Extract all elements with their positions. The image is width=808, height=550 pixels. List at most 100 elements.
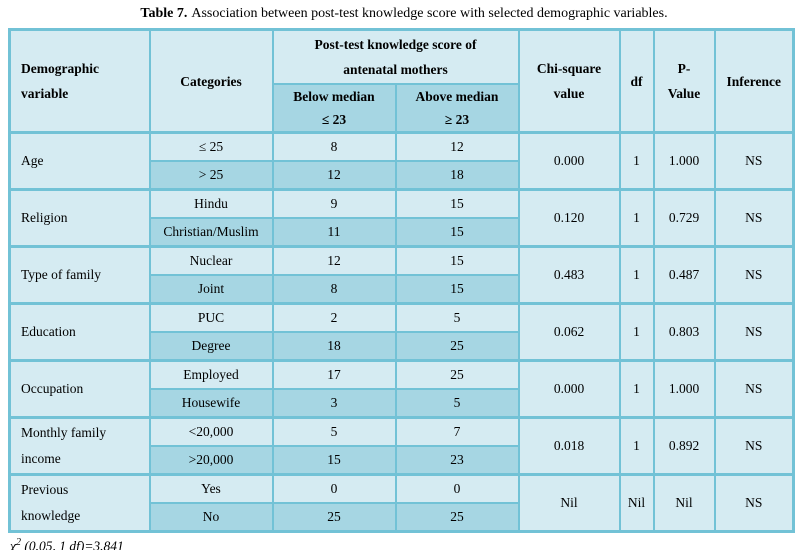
cell-category: No: [148, 502, 274, 533]
cell-above-median: 12: [394, 131, 520, 162]
cell-above-median: 15: [394, 245, 520, 276]
cell-df: 1: [618, 416, 655, 476]
cell-below-median: 12: [271, 160, 397, 191]
table-row: Monthly family income <20,000 5 7 0.018 …: [8, 416, 795, 476]
chi-exponent: 2: [15, 537, 21, 548]
cell-p-value: 0.729: [652, 188, 716, 248]
cell-category: Christian/Muslim: [148, 217, 274, 248]
cell-above-median: 5: [394, 388, 520, 419]
cell-inference: NS: [713, 245, 795, 305]
cell-chi-square: 0.062: [517, 302, 621, 362]
cell-below-median: 8: [271, 274, 397, 305]
table-caption-text: Association between post-test knowledge …: [191, 6, 668, 21]
variable-line: Monthly family: [21, 425, 107, 440]
cell-below-median: 8: [271, 131, 397, 162]
header-line: ≤ 23: [321, 112, 347, 127]
cell-below-median: 15: [271, 445, 397, 476]
cell-variable-occupation: Occupation: [8, 359, 151, 419]
cell-above-median: 15: [394, 188, 520, 219]
cell-p-value: 0.487: [652, 245, 716, 305]
cell-below-median: 17: [271, 359, 397, 390]
cell-above-median: 7: [394, 416, 520, 447]
cell-below-median: 5: [271, 416, 397, 447]
cell-df: 1: [618, 359, 655, 419]
cell-p-value: 0.803: [652, 302, 716, 362]
cell-chi-square: 0.120: [517, 188, 621, 248]
cell-below-median: 12: [271, 245, 397, 276]
cell-above-median: 18: [394, 160, 520, 191]
table-row: Occupation Employed 17 25 0.000 1 1.000 …: [8, 359, 795, 419]
cell-chi-square: 0.000: [517, 359, 621, 419]
header-line: Value: [667, 86, 701, 101]
cell-inference: NS: [713, 473, 795, 533]
cell-chi-square: 0.018: [517, 416, 621, 476]
cell-inference: NS: [713, 188, 795, 248]
header-line: Below median: [293, 89, 375, 104]
cell-above-median: 15: [394, 217, 520, 248]
table-row: Christian/Muslim 11 15: [10, 217, 794, 248]
cell-category: Degree: [148, 331, 274, 362]
header-p-value: P- Value: [652, 28, 716, 134]
cell-inference: NS: [713, 359, 795, 419]
cell-above-median: 15: [394, 274, 520, 305]
variable-line: income: [21, 451, 61, 466]
header-line: variable: [21, 86, 69, 101]
header-df: df: [618, 28, 655, 134]
cell-category: Joint: [148, 274, 274, 305]
header-above-median: Above median ≥ 23: [394, 83, 520, 134]
cell-below-median: 9: [271, 188, 397, 219]
cell-above-median: 25: [394, 331, 520, 362]
cell-below-median: 2: [271, 302, 397, 333]
cell-category: Nuclear: [148, 245, 274, 276]
variable-line: Education: [21, 324, 76, 339]
table-row: Age ≤ 25 8 12 0.000 1 1.000 NS: [8, 131, 795, 191]
footnote-text: (0.05, 1 df)=3.841: [20, 538, 124, 550]
cell-category: Hindu: [148, 188, 274, 219]
cell-p-value: 0.892: [652, 416, 716, 476]
cell-p-value: 1.000: [652, 131, 716, 191]
cell-variable-monthly-family-income: Monthly family income: [8, 416, 151, 476]
header-line: Categories: [180, 73, 242, 89]
cell-variable-education: Education: [8, 302, 151, 362]
header-inference: Inference: [713, 28, 795, 134]
header-line: ≥ 23: [444, 112, 470, 127]
cell-inference: NS: [713, 131, 795, 191]
cell-category: Yes: [148, 473, 274, 504]
cell-category: Employed: [148, 359, 274, 390]
cell-variable-previous-knowledge: Previous knowledge: [8, 473, 151, 533]
variable-line: Age: [21, 153, 44, 168]
cell-inference: NS: [713, 416, 795, 476]
cell-variable-religion: Religion: [8, 188, 151, 248]
cell-chi-square: 0.000: [517, 131, 621, 191]
header-posttest-score-group: Post-test knowledge score of antenatal m…: [271, 28, 520, 85]
header-line: Chi-square: [536, 61, 602, 76]
variable-line: knowledge: [21, 508, 81, 523]
header-line: Inference: [726, 73, 781, 89]
cell-category: ≤ 25: [148, 131, 274, 162]
cell-df: Nil: [618, 473, 655, 533]
cell-p-value: Nil: [652, 473, 716, 533]
cell-df: 1: [618, 302, 655, 362]
header-line: value: [553, 86, 585, 101]
chi-symbol: χ: [10, 538, 16, 550]
table-row: Religion Hindu 9 15 0.120 1 0.729 NS: [8, 188, 795, 248]
variable-line: Previous: [21, 482, 69, 497]
cell-df: 1: [618, 188, 655, 248]
header-below-median: Below median ≤ 23: [271, 83, 397, 134]
table-row: Education PUC 2 5 0.062 1 0.803 NS: [8, 302, 795, 362]
cell-below-median: 18: [271, 331, 397, 362]
table-row: Previous knowledge Yes 0 0 Nil Nil Nil N…: [8, 473, 795, 533]
cell-above-median: 25: [394, 359, 520, 390]
cell-below-median: 0: [271, 473, 397, 504]
cell-category: >20,000: [148, 445, 274, 476]
variable-line: Occupation: [21, 381, 84, 396]
header-line: Demographic: [21, 61, 99, 76]
cell-inference: NS: [713, 302, 795, 362]
header-line: P-: [677, 61, 691, 76]
cell-category: > 25: [148, 160, 274, 191]
cell-category: <20,000: [148, 416, 274, 447]
table-caption: Table 7. Association between post-test kn…: [0, 0, 808, 28]
cell-category: PUC: [148, 302, 274, 333]
cell-chi-square: Nil: [517, 473, 621, 533]
